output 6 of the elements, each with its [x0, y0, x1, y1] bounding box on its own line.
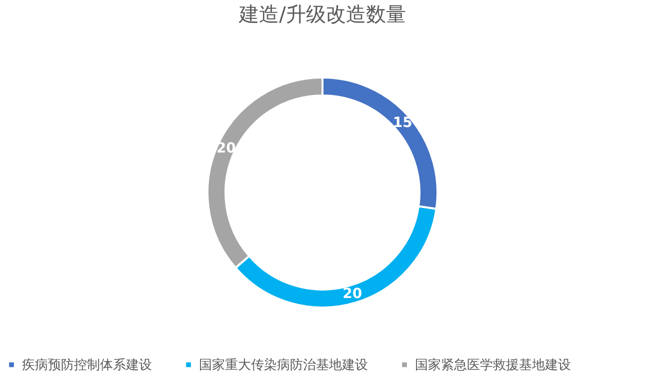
chart-title: 建造/升级改造数量	[238, 2, 406, 26]
data-label: 20	[342, 286, 362, 302]
data-label: 15	[392, 115, 412, 132]
legend-label: 国家重大传染病防治基地建设	[199, 356, 368, 373]
legend-label: 国家紧急医学救援基地建设	[415, 356, 571, 373]
legend-label: 疾病预防控制体系建设	[22, 358, 152, 373]
